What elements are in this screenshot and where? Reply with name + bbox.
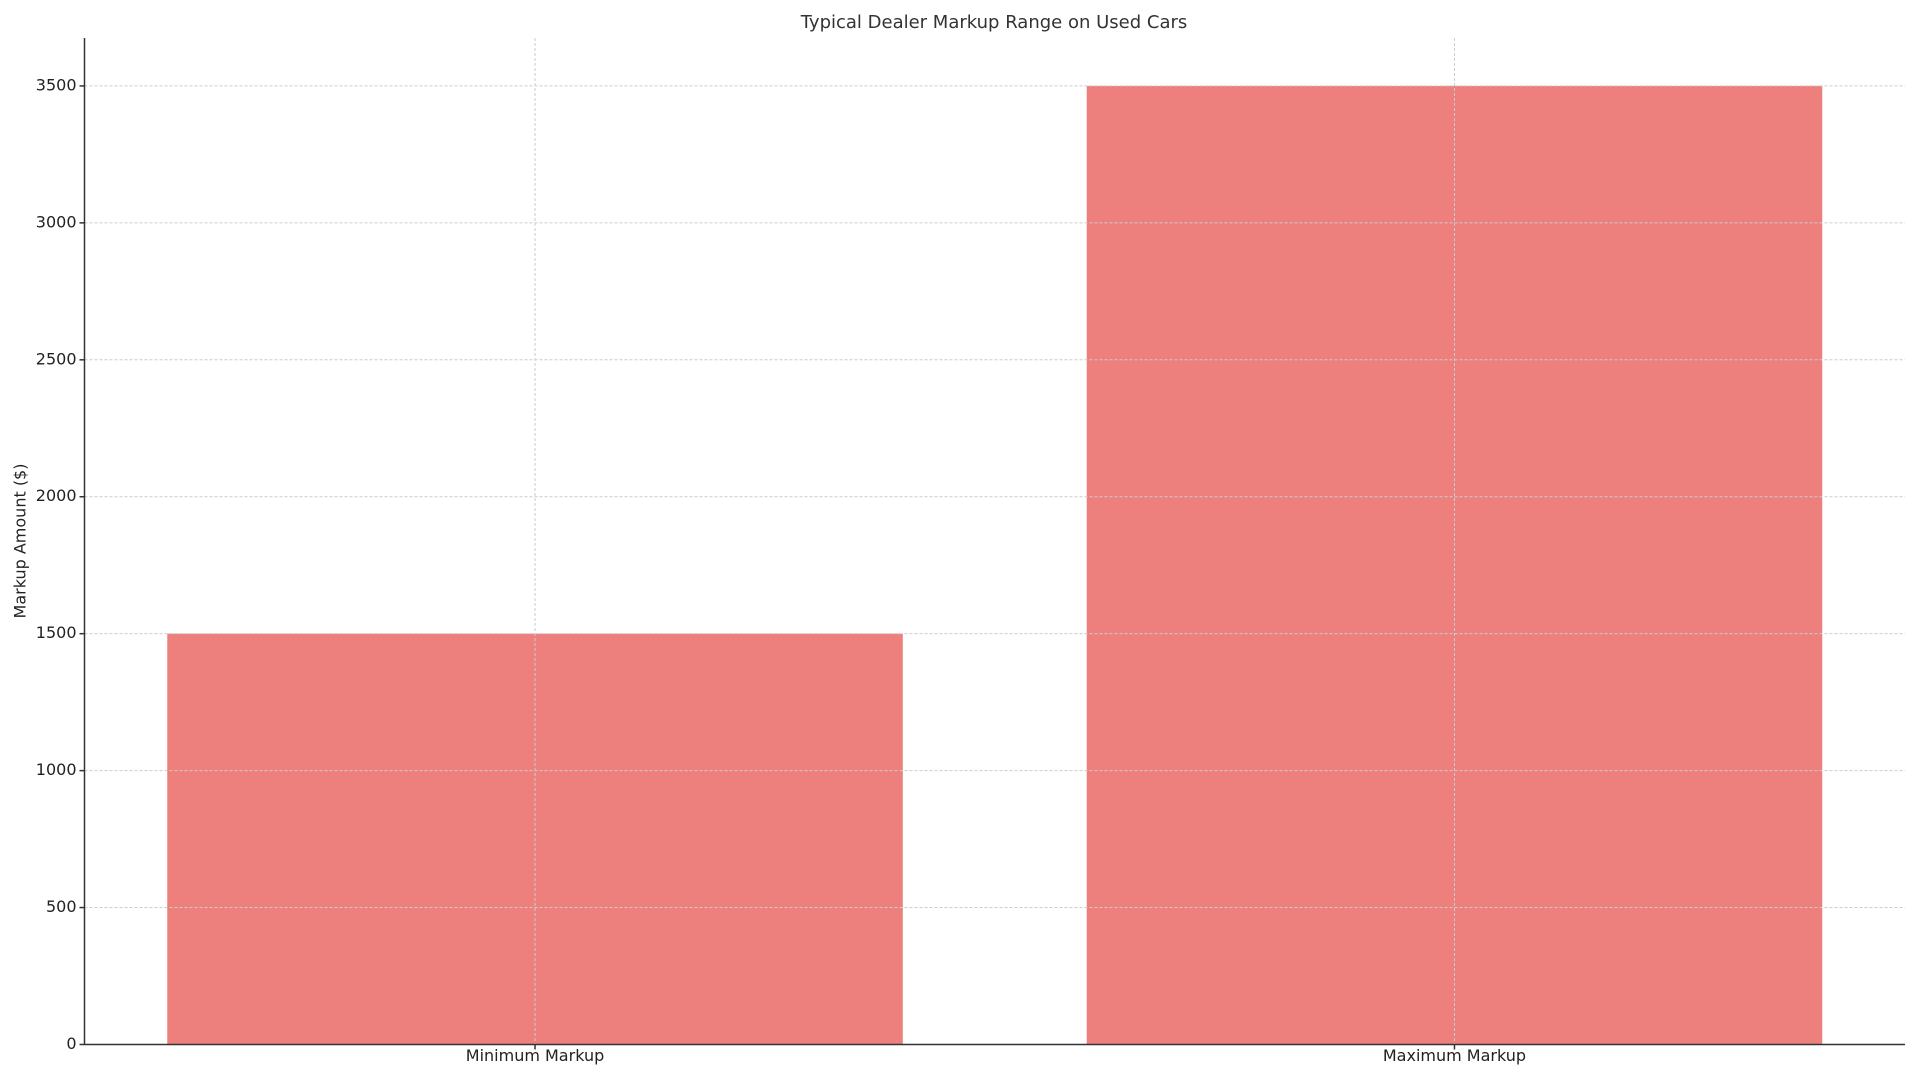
y-tick-label: 2000 xyxy=(36,486,77,505)
y-tick-label: 1000 xyxy=(36,760,77,779)
y-tick-label: 3000 xyxy=(36,212,77,231)
x-tick-label: Minimum Markup xyxy=(466,1046,605,1065)
x-tick-label: Maximum Markup xyxy=(1383,1046,1526,1065)
y-tick-label: 1500 xyxy=(36,623,77,642)
y-axis-label: Markup Amount ($) xyxy=(11,464,30,619)
y-tick-label: 2500 xyxy=(36,349,77,368)
y-tick-label: 500 xyxy=(46,897,77,916)
y-tick-label: 3500 xyxy=(36,75,77,94)
chart-title: Typical Dealer Markup Range on Used Cars xyxy=(800,12,1188,33)
y-tick-label: 0 xyxy=(66,1034,76,1053)
